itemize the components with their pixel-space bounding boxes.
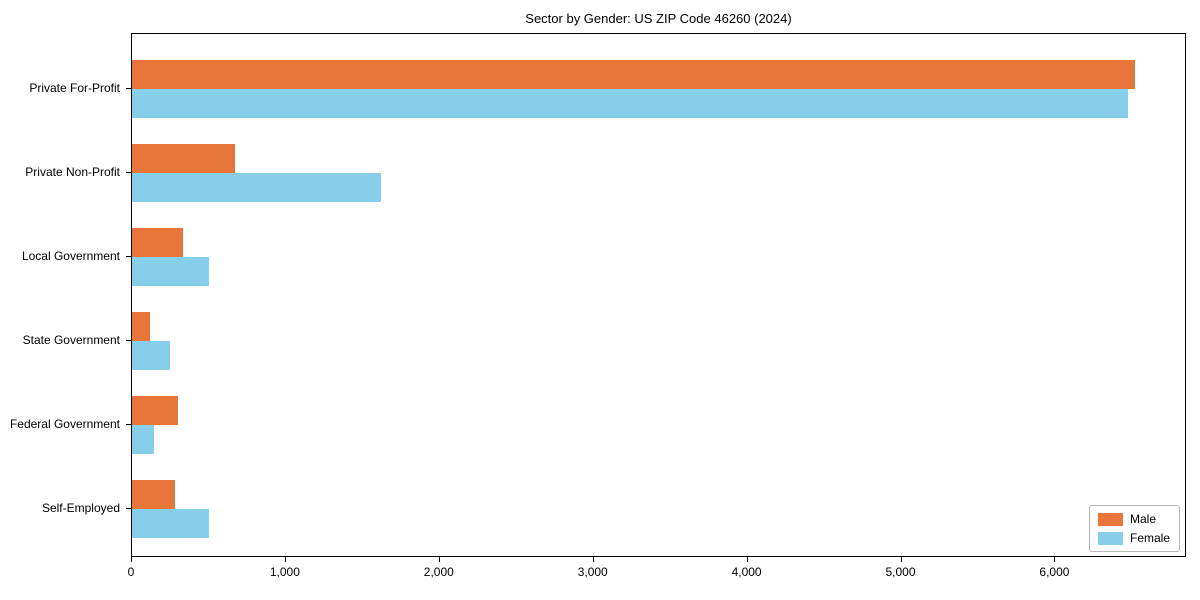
chart-title: Sector by Gender: US ZIP Code 46260 (202… bbox=[525, 11, 792, 26]
bar-female-private-for-profit bbox=[132, 88, 1128, 118]
x-tick-label: 6,000 bbox=[1039, 565, 1070, 579]
y-tick-label-private-non-profit: Private Non-Profit bbox=[25, 164, 120, 179]
legend-label-female: Female bbox=[1129, 531, 1170, 545]
y-tick-mark bbox=[126, 339, 131, 341]
y-tick-label-self-employed: Self-Employed bbox=[41, 500, 120, 515]
x-tick-label: 2,000 bbox=[423, 565, 454, 579]
y-tick-mark bbox=[126, 507, 131, 509]
x-tick-label: 1,000 bbox=[269, 565, 300, 579]
x-tick-mark bbox=[1054, 557, 1056, 562]
x-tick-label: 0 bbox=[127, 565, 135, 579]
bar-female-local-government bbox=[132, 256, 209, 286]
bar-male-local-government bbox=[132, 227, 183, 257]
y-tick-mark bbox=[126, 423, 131, 425]
y-tick-mark bbox=[126, 255, 131, 257]
bar-female-self-employed bbox=[132, 508, 209, 538]
bar-male-private-for-profit bbox=[132, 59, 1136, 89]
y-tick-label-local-government: Local Government bbox=[21, 248, 120, 263]
x-tick-mark bbox=[131, 557, 132, 562]
bar-male-private-non-profit bbox=[132, 143, 236, 173]
x-tick-mark bbox=[438, 557, 440, 562]
x-tick-mark bbox=[746, 557, 748, 562]
x-tick-label: 4,000 bbox=[731, 565, 762, 579]
bar-female-state-government bbox=[132, 340, 171, 370]
plot-area bbox=[131, 33, 1186, 557]
x-tick-mark bbox=[900, 557, 902, 562]
legend-item-male: Male bbox=[1097, 512, 1170, 526]
x-tick-label: 5,000 bbox=[885, 565, 916, 579]
legend-label-male: Male bbox=[1129, 512, 1156, 526]
y-tick-mark bbox=[126, 171, 131, 173]
y-tick-label-state-government: State Government bbox=[22, 332, 120, 347]
y-tick-mark bbox=[126, 87, 131, 89]
y-tick-label-federal-government: Federal Government bbox=[9, 416, 120, 431]
x-tick-mark bbox=[284, 557, 286, 562]
y-tick-label-private-for-profit: Private For-Profit bbox=[29, 80, 120, 95]
x-tick-mark bbox=[592, 557, 594, 562]
x-tick-label: 3,000 bbox=[577, 565, 608, 579]
bar-female-private-non-profit bbox=[132, 172, 382, 202]
bar-male-federal-government bbox=[132, 395, 179, 425]
bar-male-state-government bbox=[132, 311, 151, 341]
legend-swatch-male bbox=[1097, 512, 1123, 526]
bar-male-self-employed bbox=[132, 479, 176, 509]
legend-swatch-female bbox=[1097, 531, 1123, 545]
legend: Male Female bbox=[1088, 505, 1180, 552]
bar-female-federal-government bbox=[132, 424, 155, 454]
legend-item-female: Female bbox=[1097, 531, 1170, 545]
